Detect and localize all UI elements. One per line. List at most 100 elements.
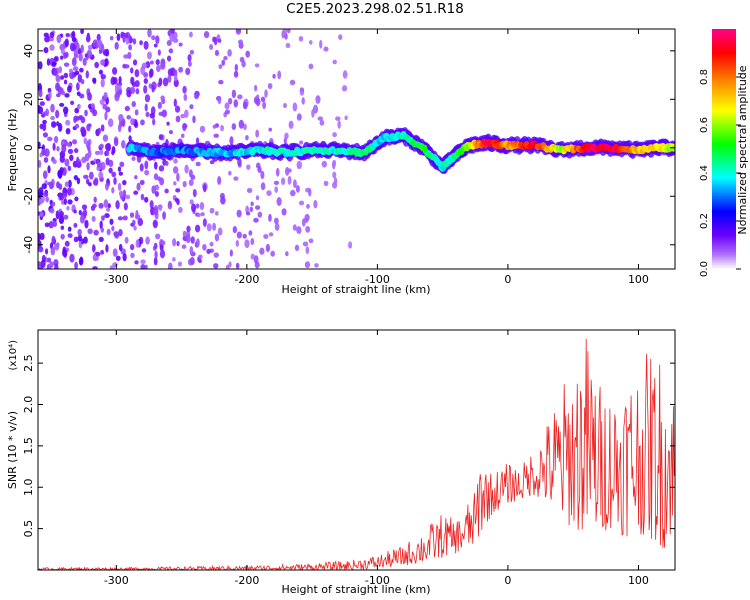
- noise-blob: [71, 36, 77, 43]
- colorbar-tick-label: 0.4: [699, 165, 710, 181]
- noise-blob: [73, 115, 79, 122]
- noise-blob: [186, 225, 191, 233]
- noise-blob: [332, 132, 337, 138]
- noise-blob: [38, 89, 43, 98]
- noise-blob: [319, 119, 325, 126]
- noise-blob: [280, 177, 286, 186]
- noise-blob: [67, 199, 73, 205]
- noise-blob: [65, 119, 71, 126]
- noise-blob: [304, 261, 311, 269]
- noise-blob: [295, 185, 300, 193]
- noise-blob: [140, 119, 145, 126]
- noise-blob: [50, 246, 56, 256]
- noise-blob: [196, 212, 201, 218]
- noise-blob: [43, 46, 49, 54]
- noise-blob: [136, 182, 141, 191]
- spectrogram-x-ticks: -300 -200 -100 0 100: [104, 29, 649, 286]
- noise-blob: [167, 68, 174, 77]
- noise-blob: [260, 182, 266, 191]
- noise-blob: [67, 85, 72, 93]
- noise-blob: [63, 79, 68, 85]
- noise-blob: [243, 123, 247, 131]
- noise-blob: [97, 127, 102, 135]
- noise-blob: [55, 82, 61, 91]
- signal-point: [670, 145, 675, 152]
- noise-blob: [283, 137, 287, 145]
- noise-blob: [134, 260, 139, 265]
- noise-blob: [107, 203, 111, 209]
- noise-blob: [202, 243, 207, 251]
- noise-blob: [176, 172, 180, 182]
- noise-blob: [195, 203, 200, 209]
- noise-blob: [131, 156, 136, 161]
- noise-blob: [122, 33, 126, 43]
- noise-blob: [56, 145, 60, 152]
- noise-blob: [189, 246, 194, 255]
- noise-blob: [105, 157, 110, 166]
- snr-panel: -300 -200 -100 0 100 0.5 1.0 1.5 2.0 2.5 Height …: [6, 329, 676, 596]
- noise-blob: [162, 211, 166, 220]
- noise-blob: [67, 226, 72, 232]
- noise-blob: [97, 39, 103, 49]
- noise-blob: [160, 95, 165, 101]
- noise-blob: [143, 78, 149, 85]
- noise-blob: [65, 32, 71, 38]
- noise-blob: [308, 187, 312, 197]
- noise-blob: [255, 129, 260, 138]
- noise-blob: [103, 92, 108, 99]
- noise-blob: [153, 256, 158, 266]
- noise-blob: [38, 106, 44, 115]
- noise-blob: [86, 162, 90, 171]
- noise-blob: [47, 136, 53, 142]
- noise-blob: [253, 217, 259, 223]
- noise-blob: [100, 227, 105, 233]
- noise-blob: [296, 160, 302, 170]
- noise-blob: [209, 241, 214, 247]
- noise-blob: [264, 89, 268, 98]
- noise-blob: [242, 101, 248, 110]
- noise-blob: [122, 189, 127, 198]
- noise-blob: [192, 115, 196, 124]
- noise-blob: [283, 102, 287, 108]
- noise-blob: [111, 225, 115, 232]
- noise-blob: [262, 101, 267, 110]
- noise-blob: [82, 209, 88, 217]
- noise-blob: [206, 248, 211, 255]
- noise-blob: [220, 124, 225, 132]
- noise-blob: [227, 49, 232, 57]
- noise-blob: [80, 29, 84, 35]
- noise-blob: [98, 202, 104, 209]
- noise-blob: [143, 40, 149, 50]
- noise-blob: [299, 140, 304, 145]
- noise-blob: [224, 109, 231, 115]
- noise-blob: [253, 84, 258, 92]
- noise-blob: [338, 34, 343, 41]
- y-tick-label: 2.0: [22, 396, 35, 414]
- noise-blob: [50, 103, 55, 113]
- noise-blob: [86, 49, 93, 59]
- noise-blob: [112, 248, 118, 257]
- noise-blob: [38, 61, 43, 70]
- noise-blob: [233, 99, 239, 108]
- noise-blob: [145, 111, 150, 118]
- y-tick-label: 20: [22, 92, 35, 106]
- noise-blob: [315, 95, 321, 104]
- noise-blob: [296, 113, 302, 121]
- noise-blob: [122, 215, 128, 221]
- noise-blob: [105, 182, 109, 191]
- noise-blob: [153, 173, 159, 181]
- noise-blob: [296, 226, 302, 235]
- noise-blob: [313, 199, 318, 209]
- noise-blob: [229, 249, 233, 257]
- noise-blob: [180, 133, 185, 139]
- colorbar-gradient: [712, 29, 736, 269]
- noise-blob: [56, 181, 60, 189]
- noise-blob: [281, 208, 287, 216]
- noise-blob: [44, 222, 50, 228]
- noise-blob: [65, 127, 71, 135]
- noise-blob: [96, 33, 101, 42]
- noise-blob: [39, 232, 45, 241]
- noise-blob: [182, 230, 187, 238]
- noise-blob: [79, 67, 84, 73]
- noise-blob: [173, 181, 177, 186]
